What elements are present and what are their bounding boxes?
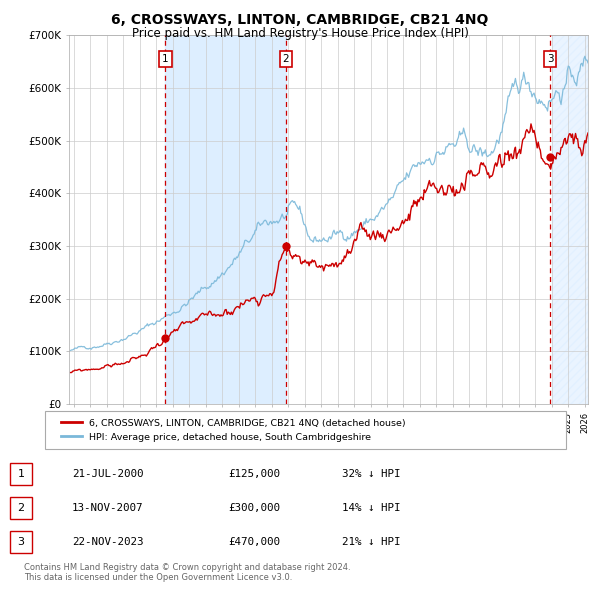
Bar [552,35,588,404]
Text: 14% ↓ HPI: 14% ↓ HPI [342,503,401,513]
Legend: 6, CROSSWAYS, LINTON, CAMBRIDGE, CB21 4NQ (detached house), HPI: Average price, : 6, CROSSWAYS, LINTON, CAMBRIDGE, CB21 4N… [57,415,410,445]
Bar [166,35,286,404]
Text: £470,000: £470,000 [228,537,280,547]
Text: 1: 1 [17,469,25,478]
Text: 6, CROSSWAYS, LINTON, CAMBRIDGE, CB21 4NQ: 6, CROSSWAYS, LINTON, CAMBRIDGE, CB21 4N… [112,13,488,27]
Text: 3: 3 [547,54,553,64]
Text: Price paid vs. HM Land Registry's House Price Index (HPI): Price paid vs. HM Land Registry's House … [131,27,469,40]
Text: 13-NOV-2007: 13-NOV-2007 [72,503,143,513]
Text: 1: 1 [162,54,169,64]
Text: 21% ↓ HPI: 21% ↓ HPI [342,537,401,547]
Text: £300,000: £300,000 [228,503,280,513]
Text: £125,000: £125,000 [228,469,280,478]
Text: 32% ↓ HPI: 32% ↓ HPI [342,469,401,478]
Text: 2: 2 [283,54,289,64]
Text: Contains HM Land Registry data © Crown copyright and database right 2024.
This d: Contains HM Land Registry data © Crown c… [24,563,350,582]
Text: 2: 2 [17,503,25,513]
Text: 22-NOV-2023: 22-NOV-2023 [72,537,143,547]
Text: 3: 3 [17,537,25,547]
FancyBboxPatch shape [44,411,566,449]
Text: 21-JUL-2000: 21-JUL-2000 [72,469,143,478]
